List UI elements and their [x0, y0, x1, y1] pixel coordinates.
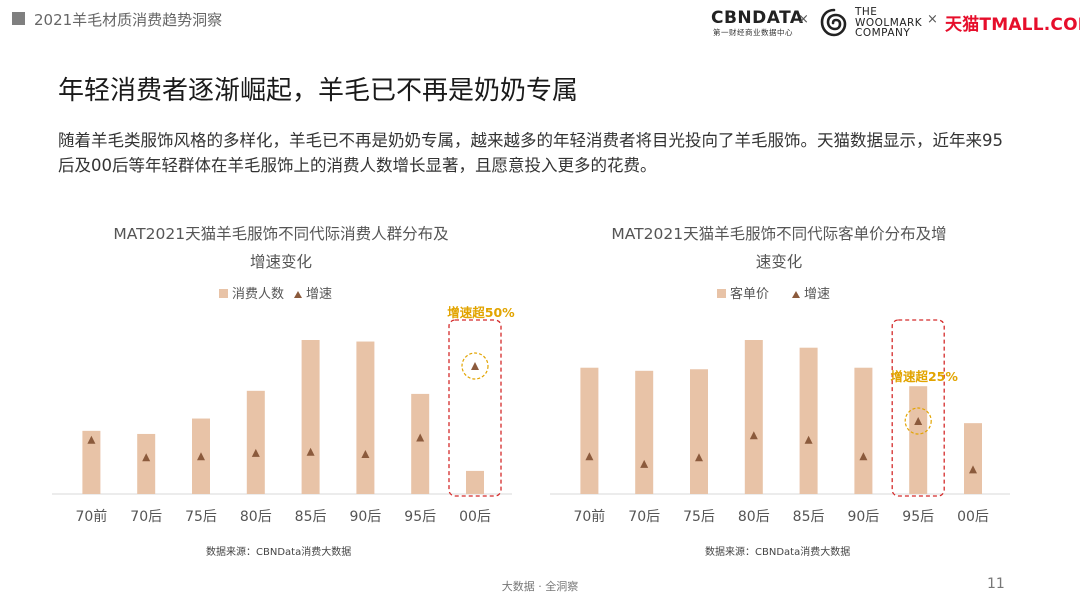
logo-separator: ×: [798, 12, 809, 27]
footer-tagline: 大数据 · 全洞察: [501, 580, 579, 593]
highlight-circle: [904, 407, 932, 435]
highlight-circle: [461, 352, 489, 380]
x-tick-label: 85后: [295, 509, 327, 525]
x-tick-label: 80后: [738, 509, 770, 525]
woolmark-icon: [820, 8, 847, 37]
bar: [82, 430, 101, 494]
woolmark-line: COMPANY: [855, 27, 911, 39]
highlight-box: [891, 319, 945, 497]
x-tick-label: 95后: [404, 509, 436, 525]
x-tick-label: 00后: [957, 509, 989, 525]
legend-bar-label: 客单价: [730, 286, 769, 302]
growth-marker: [749, 431, 758, 440]
bar: [799, 347, 818, 494]
x-tick-label: 90后: [847, 509, 879, 525]
x-tick-label: 70后: [130, 509, 162, 525]
tmall-logo-en: TMALL.COM: [979, 15, 1080, 35]
bar: [854, 367, 873, 494]
legend-bar-swatch: [219, 289, 228, 298]
chart-title: MAT2021天猫羊毛服饰不同代际消费人群分布及: [113, 225, 448, 243]
bar: [137, 433, 156, 494]
growth-marker: [416, 433, 425, 442]
intro-paragraph: 随着羊毛类服饰风格的多样化，羊毛已不再是奶奶专属，越来越多的年轻消费者将目光投向…: [58, 131, 1003, 175]
growth-marker: [585, 452, 594, 461]
bar: [580, 367, 599, 494]
x-tick-label: 85后: [793, 509, 825, 525]
growth-marker: [914, 417, 923, 425]
bar: [246, 390, 265, 494]
bar: [690, 369, 708, 494]
x-tick-label: 75后: [185, 509, 217, 525]
chart-legend: 消费人数 增速: [219, 287, 332, 302]
woolmark-line: WOOLMARK: [855, 16, 923, 29]
page-title: 年轻消费者逐渐崛起，羊毛已不再是奶奶专属: [58, 76, 579, 106]
bar: [964, 423, 982, 494]
cbndata-logo-subtitle: 第一财经商业数据中心: [713, 28, 793, 37]
legend-marker-swatch: [792, 291, 800, 298]
growth-marker: [859, 452, 868, 461]
cbndata-logo: CBNDATA 第一财经商业数据中心: [711, 8, 804, 38]
woolmark-line: THE: [855, 6, 878, 18]
tmall-logo-cn: 天猫: [945, 15, 980, 35]
growth-marker: [197, 452, 205, 461]
x-tick-label: 95后: [902, 509, 934, 525]
page-number: 11: [987, 576, 1005, 592]
woolmark-logo-text: THE WOOLMARK COMPANY: [855, 7, 922, 39]
x-tick-label: 00后: [459, 509, 491, 525]
growth-marker: [969, 465, 977, 474]
legend-marker-swatch: [294, 291, 302, 298]
growth-marker: [87, 435, 96, 444]
chart-title: MAT2021天猫羊毛服饰不同代际客单价分布及增: [611, 225, 946, 243]
bar: [301, 340, 320, 494]
cbndata-logo-text: CBNDATA: [711, 8, 804, 28]
growth-marker: [306, 447, 315, 456]
growth-marker: [251, 448, 260, 457]
tmall-logo: 天猫TMALL.COM: [945, 10, 1080, 35]
highlight-label: 增速超25%: [890, 369, 958, 384]
chart-legend: 客单价 增速: [717, 286, 830, 302]
bar: [909, 386, 928, 494]
chart-title: 增速变化: [250, 253, 312, 271]
legend-marker-label: 增速: [804, 287, 830, 302]
legend-bar-label: 消费人数: [232, 287, 284, 302]
growth-marker: [471, 362, 479, 370]
bar: [635, 370, 654, 494]
x-tick-label: 70前: [573, 508, 605, 525]
chart-avg-price: MAT2021天猫羊毛服饰不同代际客单价分布及增 速变化客单价 增速 70前 70后 75…: [540, 218, 1020, 560]
bar: [411, 393, 430, 494]
bar: [356, 341, 375, 494]
logo-separator: ×: [927, 12, 938, 27]
legend-bar-swatch: [717, 289, 726, 298]
x-tick-label: 80后: [240, 509, 272, 525]
highlight-box: [448, 319, 502, 497]
chart-title: 速变化: [756, 253, 803, 271]
growth-marker: [640, 459, 649, 468]
chart-consumer-count: MAT2021天猫羊毛服饰不同代际消费人群分布及 增速变化消费人数 增速 70前 70后…: [42, 218, 522, 560]
x-tick-label: 75后: [683, 509, 715, 525]
x-tick-label: 90后: [349, 509, 381, 525]
growth-marker: [142, 453, 151, 462]
chart-source-1: 数据来源：CBNData消费大数据: [206, 547, 352, 558]
chart-source-2: 数据来源：CBNData消费大数据: [705, 547, 851, 558]
growth-marker: [804, 435, 813, 444]
report-title: 2021羊毛材质消费趋势洞察: [34, 11, 223, 29]
x-tick-label: 70前: [75, 508, 107, 525]
growth-marker: [695, 453, 703, 462]
highlight-label: 增速超50%: [447, 305, 515, 320]
bar: [744, 340, 763, 494]
legend-marker-label: 增速: [306, 287, 332, 302]
x-tick-label: 70后: [628, 509, 660, 525]
bar: [466, 470, 484, 494]
header-square-icon: [12, 12, 25, 25]
growth-marker: [361, 450, 370, 458]
